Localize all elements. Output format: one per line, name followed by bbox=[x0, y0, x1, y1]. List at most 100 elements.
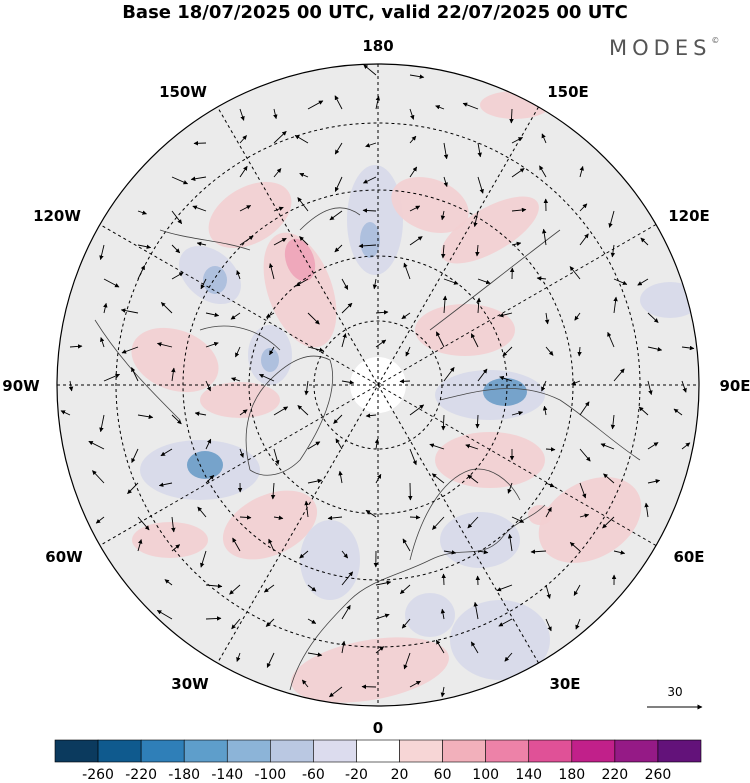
wind-arrow bbox=[502, 346, 513, 357]
wind-arrow bbox=[443, 176, 448, 188]
wind-arrow bbox=[579, 233, 589, 246]
label-150E: 150E bbox=[547, 83, 589, 101]
wind-arrow bbox=[92, 470, 105, 484]
wind-arrow bbox=[341, 571, 354, 586]
wind-arrow bbox=[363, 64, 377, 76]
colorbar-swatch bbox=[356, 739, 400, 763]
wind-arrow bbox=[441, 573, 446, 586]
wind-arrow bbox=[607, 331, 615, 348]
wind-arrow bbox=[613, 278, 628, 285]
wind-arrow bbox=[569, 542, 581, 552]
wind-arrow bbox=[99, 414, 105, 433]
wind-arrow bbox=[327, 515, 343, 521]
wind-arrow bbox=[477, 176, 484, 194]
longitude-labels: 180 150E 120E 90E 60E 30E 0 30W 60W 90W … bbox=[2, 37, 750, 737]
colorbar-swatch bbox=[140, 739, 185, 763]
anomaly-region bbox=[132, 522, 208, 558]
alaska-coast bbox=[159, 207, 361, 251]
wind-arrow bbox=[160, 302, 173, 314]
wind-arrow bbox=[638, 406, 649, 416]
wind-arrow bbox=[613, 368, 625, 382]
reference-vector: 30 bbox=[647, 685, 703, 710]
label-30W: 30W bbox=[171, 675, 209, 693]
wind-arrow bbox=[239, 165, 248, 178]
wind-arrow bbox=[121, 346, 139, 354]
wind-arrow bbox=[205, 312, 220, 318]
wind-arrow bbox=[375, 646, 385, 654]
wind-arrow bbox=[573, 584, 581, 596]
wind-arrow bbox=[307, 100, 324, 110]
wind-arrow bbox=[409, 404, 425, 416]
wind-arrow bbox=[103, 373, 121, 382]
wind-arrow bbox=[470, 641, 479, 654]
wind-arrow bbox=[579, 401, 590, 416]
wind-arrow bbox=[435, 639, 445, 654]
wind-arrow bbox=[511, 410, 524, 416]
wind-arrow bbox=[258, 373, 275, 382]
wind-arrow bbox=[239, 205, 252, 212]
wind-arrow bbox=[273, 448, 280, 465]
wind-arrow bbox=[164, 579, 173, 586]
colorbar-swatch bbox=[54, 739, 99, 763]
wind-arrow bbox=[273, 515, 284, 520]
map-disc bbox=[57, 64, 699, 706]
wind-arrow bbox=[403, 652, 411, 670]
wind-arrow bbox=[297, 197, 309, 212]
wind-arrow bbox=[613, 296, 618, 314]
wind-arrow bbox=[432, 516, 445, 530]
wind-arrow bbox=[236, 652, 241, 662]
colorbar-tick-label: 20 bbox=[391, 767, 409, 783]
wind-arrow bbox=[304, 500, 309, 518]
anomaly-region bbox=[483, 378, 527, 406]
wind-arrow bbox=[539, 165, 547, 178]
wind-arrow bbox=[95, 516, 105, 524]
anomaly-region bbox=[538, 477, 642, 563]
wind-arrow bbox=[681, 345, 695, 351]
wind-arrow bbox=[295, 278, 309, 287]
wind-arrow bbox=[375, 339, 387, 348]
anomaly-region bbox=[203, 266, 227, 294]
wind-arrow bbox=[230, 312, 241, 320]
wind-arrow bbox=[362, 176, 377, 184]
colorbar-tick-label: -260 bbox=[82, 767, 114, 783]
wind-arrow bbox=[266, 652, 275, 668]
wind-arrow bbox=[205, 474, 215, 484]
wind-arrow bbox=[475, 244, 480, 257]
anomaly-region bbox=[450, 600, 550, 680]
wind-arrow bbox=[205, 341, 219, 348]
greenland-coast bbox=[245, 355, 334, 476]
polar-ice-region bbox=[350, 357, 406, 413]
wind-arrow bbox=[307, 618, 317, 624]
wind-arrow bbox=[273, 406, 289, 416]
meridian-150E-30W bbox=[217, 106, 539, 664]
wind-arrow bbox=[239, 409, 248, 416]
wind-arrow bbox=[131, 448, 139, 464]
wind-arrow bbox=[613, 550, 626, 555]
anomaly-region bbox=[284, 238, 316, 282]
wind-arrow bbox=[120, 308, 139, 314]
wind-arrow bbox=[171, 544, 181, 552]
wind-arrow bbox=[299, 236, 309, 246]
wind-arrow bbox=[475, 414, 480, 429]
wind-arrow bbox=[341, 640, 346, 654]
wind-arrow bbox=[270, 482, 276, 500]
wind-arrow bbox=[171, 272, 184, 280]
wind-arrow bbox=[401, 312, 411, 320]
wind-arrow bbox=[372, 278, 378, 290]
wind-arrow bbox=[200, 550, 207, 568]
wind-arrow bbox=[530, 549, 547, 554]
coastlines bbox=[94, 207, 641, 691]
wind-arrow bbox=[504, 652, 513, 662]
wind-arrow bbox=[333, 414, 343, 424]
wind-arrow bbox=[637, 278, 649, 286]
wind-arrow bbox=[402, 538, 411, 552]
wind-arrow bbox=[499, 375, 513, 382]
graticule bbox=[57, 64, 699, 706]
wind-arrow bbox=[399, 379, 411, 384]
wind-arrow bbox=[541, 380, 547, 392]
wind-arrow bbox=[103, 278, 120, 288]
wind-arrow bbox=[299, 550, 309, 559]
wind-arrow bbox=[205, 438, 212, 450]
wind-arrow bbox=[511, 137, 523, 144]
